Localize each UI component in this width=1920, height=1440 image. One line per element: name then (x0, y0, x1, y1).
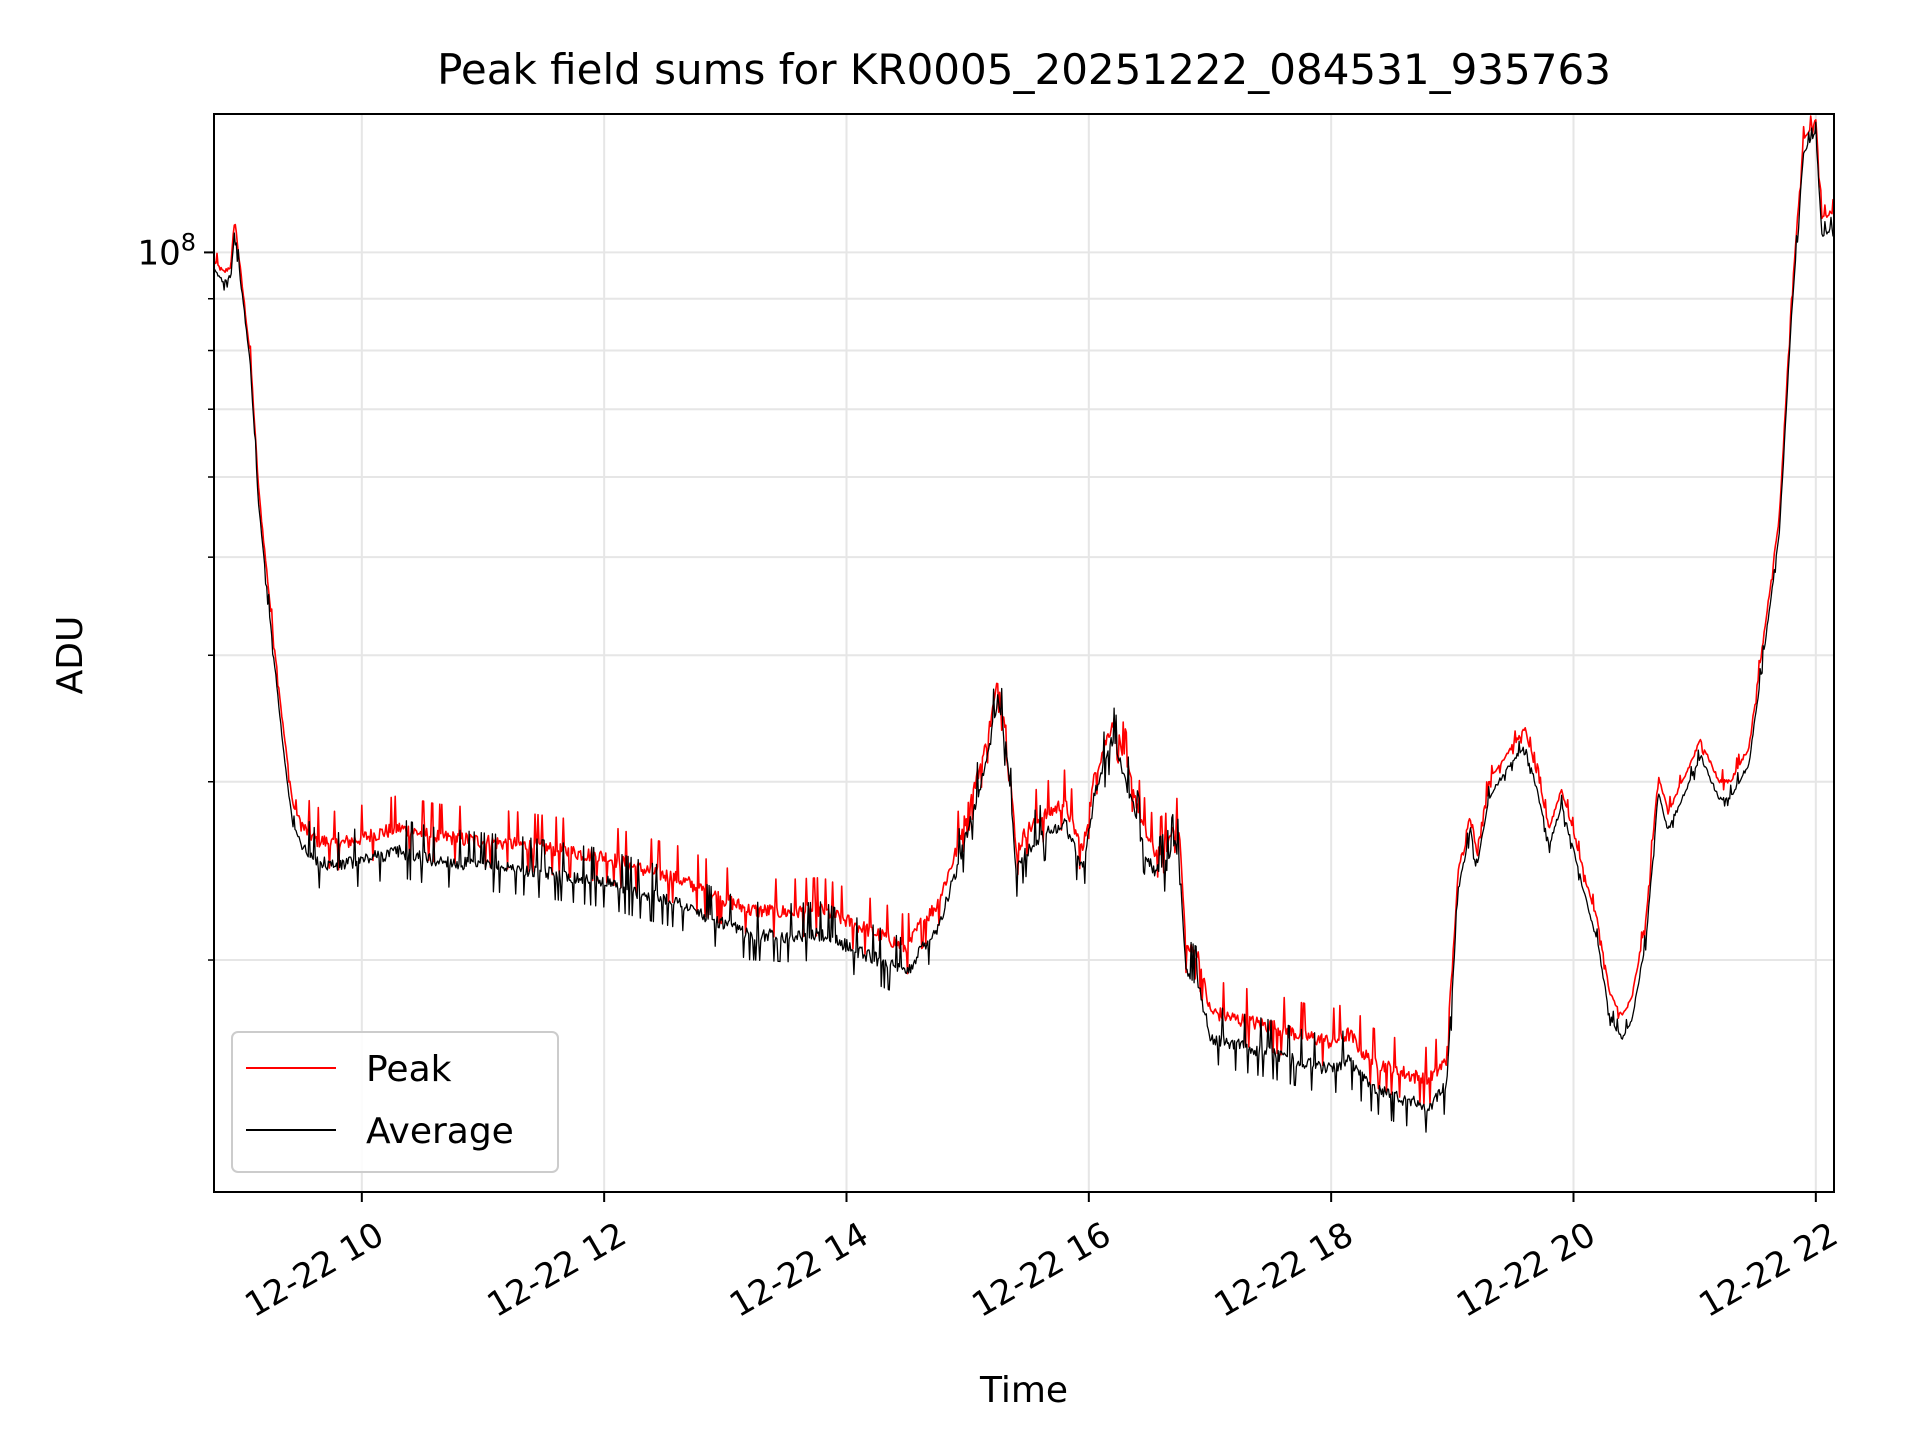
legend-peak-label: Peak (366, 1049, 452, 1090)
series-layer (214, 115, 1834, 1133)
grid (214, 114, 1834, 1192)
legend-average-label: Average (366, 1111, 514, 1152)
y-axis-label: ADU (50, 616, 91, 695)
y-axis: 108 (137, 228, 214, 961)
legend: Peak Average (231, 1031, 559, 1173)
x-axis-label: Time (979, 1370, 1068, 1411)
series-line-average (214, 121, 1834, 1133)
plot-frame (213, 113, 1835, 1193)
y-tick-label: 108 (137, 228, 196, 273)
chart-title: Peak field sums for KR0005_20251222_0845… (437, 45, 1611, 94)
